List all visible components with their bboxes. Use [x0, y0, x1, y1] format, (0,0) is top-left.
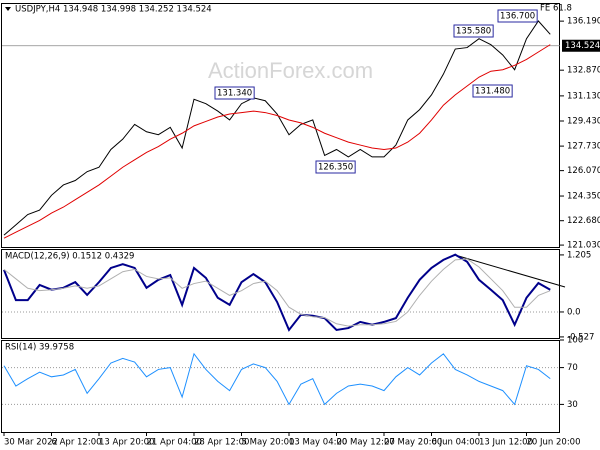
chart-title: USDJPY,H4 134.948 134.998 134.252 134.52… [15, 5, 212, 15]
y-tick-label: 131.130 [567, 91, 600, 101]
y-tick-label: 70 [567, 363, 578, 373]
annotation-box [472, 84, 513, 98]
annotation-box [315, 160, 356, 174]
series-line [3, 258, 551, 327]
y-tick-label: 30 [567, 400, 578, 410]
annotation: 135.580 [456, 27, 491, 37]
x-tick-label: 13 Jun 12:00 [479, 438, 533, 448]
y-tick-label: 132.870 [567, 66, 600, 76]
series-line [3, 44, 551, 239]
annotation-box [453, 24, 494, 38]
y-tick-label: 124.350 [567, 192, 600, 202]
watermark: ActionForex.com [208, 58, 373, 83]
y-tick-label: 129.430 [567, 116, 600, 126]
rsi-title: RSI(14) 39.9758 [5, 343, 74, 353]
x-tick-label: 21 Apr 04:00 [147, 438, 202, 448]
x-tick-label: 13 Apr 20:00 [99, 438, 154, 448]
annotation: 131.480 [475, 87, 510, 97]
y-tick-label: 100 [567, 336, 583, 346]
annotation: 131.340 [217, 89, 252, 99]
annotation: FE 61.8 [540, 4, 572, 14]
macd-trendline [454, 254, 566, 288]
series-line [3, 352, 551, 406]
macd-panel [1, 249, 560, 339]
annotation: 126.350 [318, 163, 353, 173]
x-tick-label: 6 Apr 12:00 [52, 438, 102, 448]
x-tick-label: 30 Mar 2022 [4, 438, 58, 448]
rsi-panel [1, 340, 560, 433]
last-price-box [562, 39, 600, 52]
x-tick-label: 28 Apr 12:00 [194, 438, 249, 448]
x-tick-label: 20 Jun 20:00 [527, 438, 581, 448]
x-tick-label: 5 May 20:00 [242, 438, 295, 448]
last-price-label: 134.524 [565, 41, 600, 51]
y-tick-label: 136.190 [567, 17, 600, 27]
macd-title: MACD(12,26,9) 0.1512 0.4329 [5, 252, 134, 262]
x-tick-label: 27 May 20:00 [384, 438, 442, 448]
y-tick-label: 122.680 [567, 216, 600, 226]
y-tick-label: 121.030 [567, 241, 600, 251]
y-tick-label: 1.205 [567, 250, 591, 260]
series-line [3, 20, 551, 236]
y-tick-label: 0.0 [567, 307, 581, 317]
annotation-box [214, 86, 255, 100]
x-tick-label: 6 Jun 04:00 [432, 438, 481, 448]
x-tick-label: 20 May 12:00 [337, 438, 395, 448]
y-tick-label: 126.070 [567, 166, 600, 176]
y-tick-label: 127.730 [567, 142, 600, 152]
y-tick-label: -0.527 [567, 332, 594, 342]
annotation: 136.700 [500, 12, 535, 22]
symbol-icon [5, 7, 11, 11]
annotation-box [497, 9, 538, 23]
x-tick-label: 13 May 04:00 [289, 438, 347, 448]
price-panel [1, 3, 560, 248]
